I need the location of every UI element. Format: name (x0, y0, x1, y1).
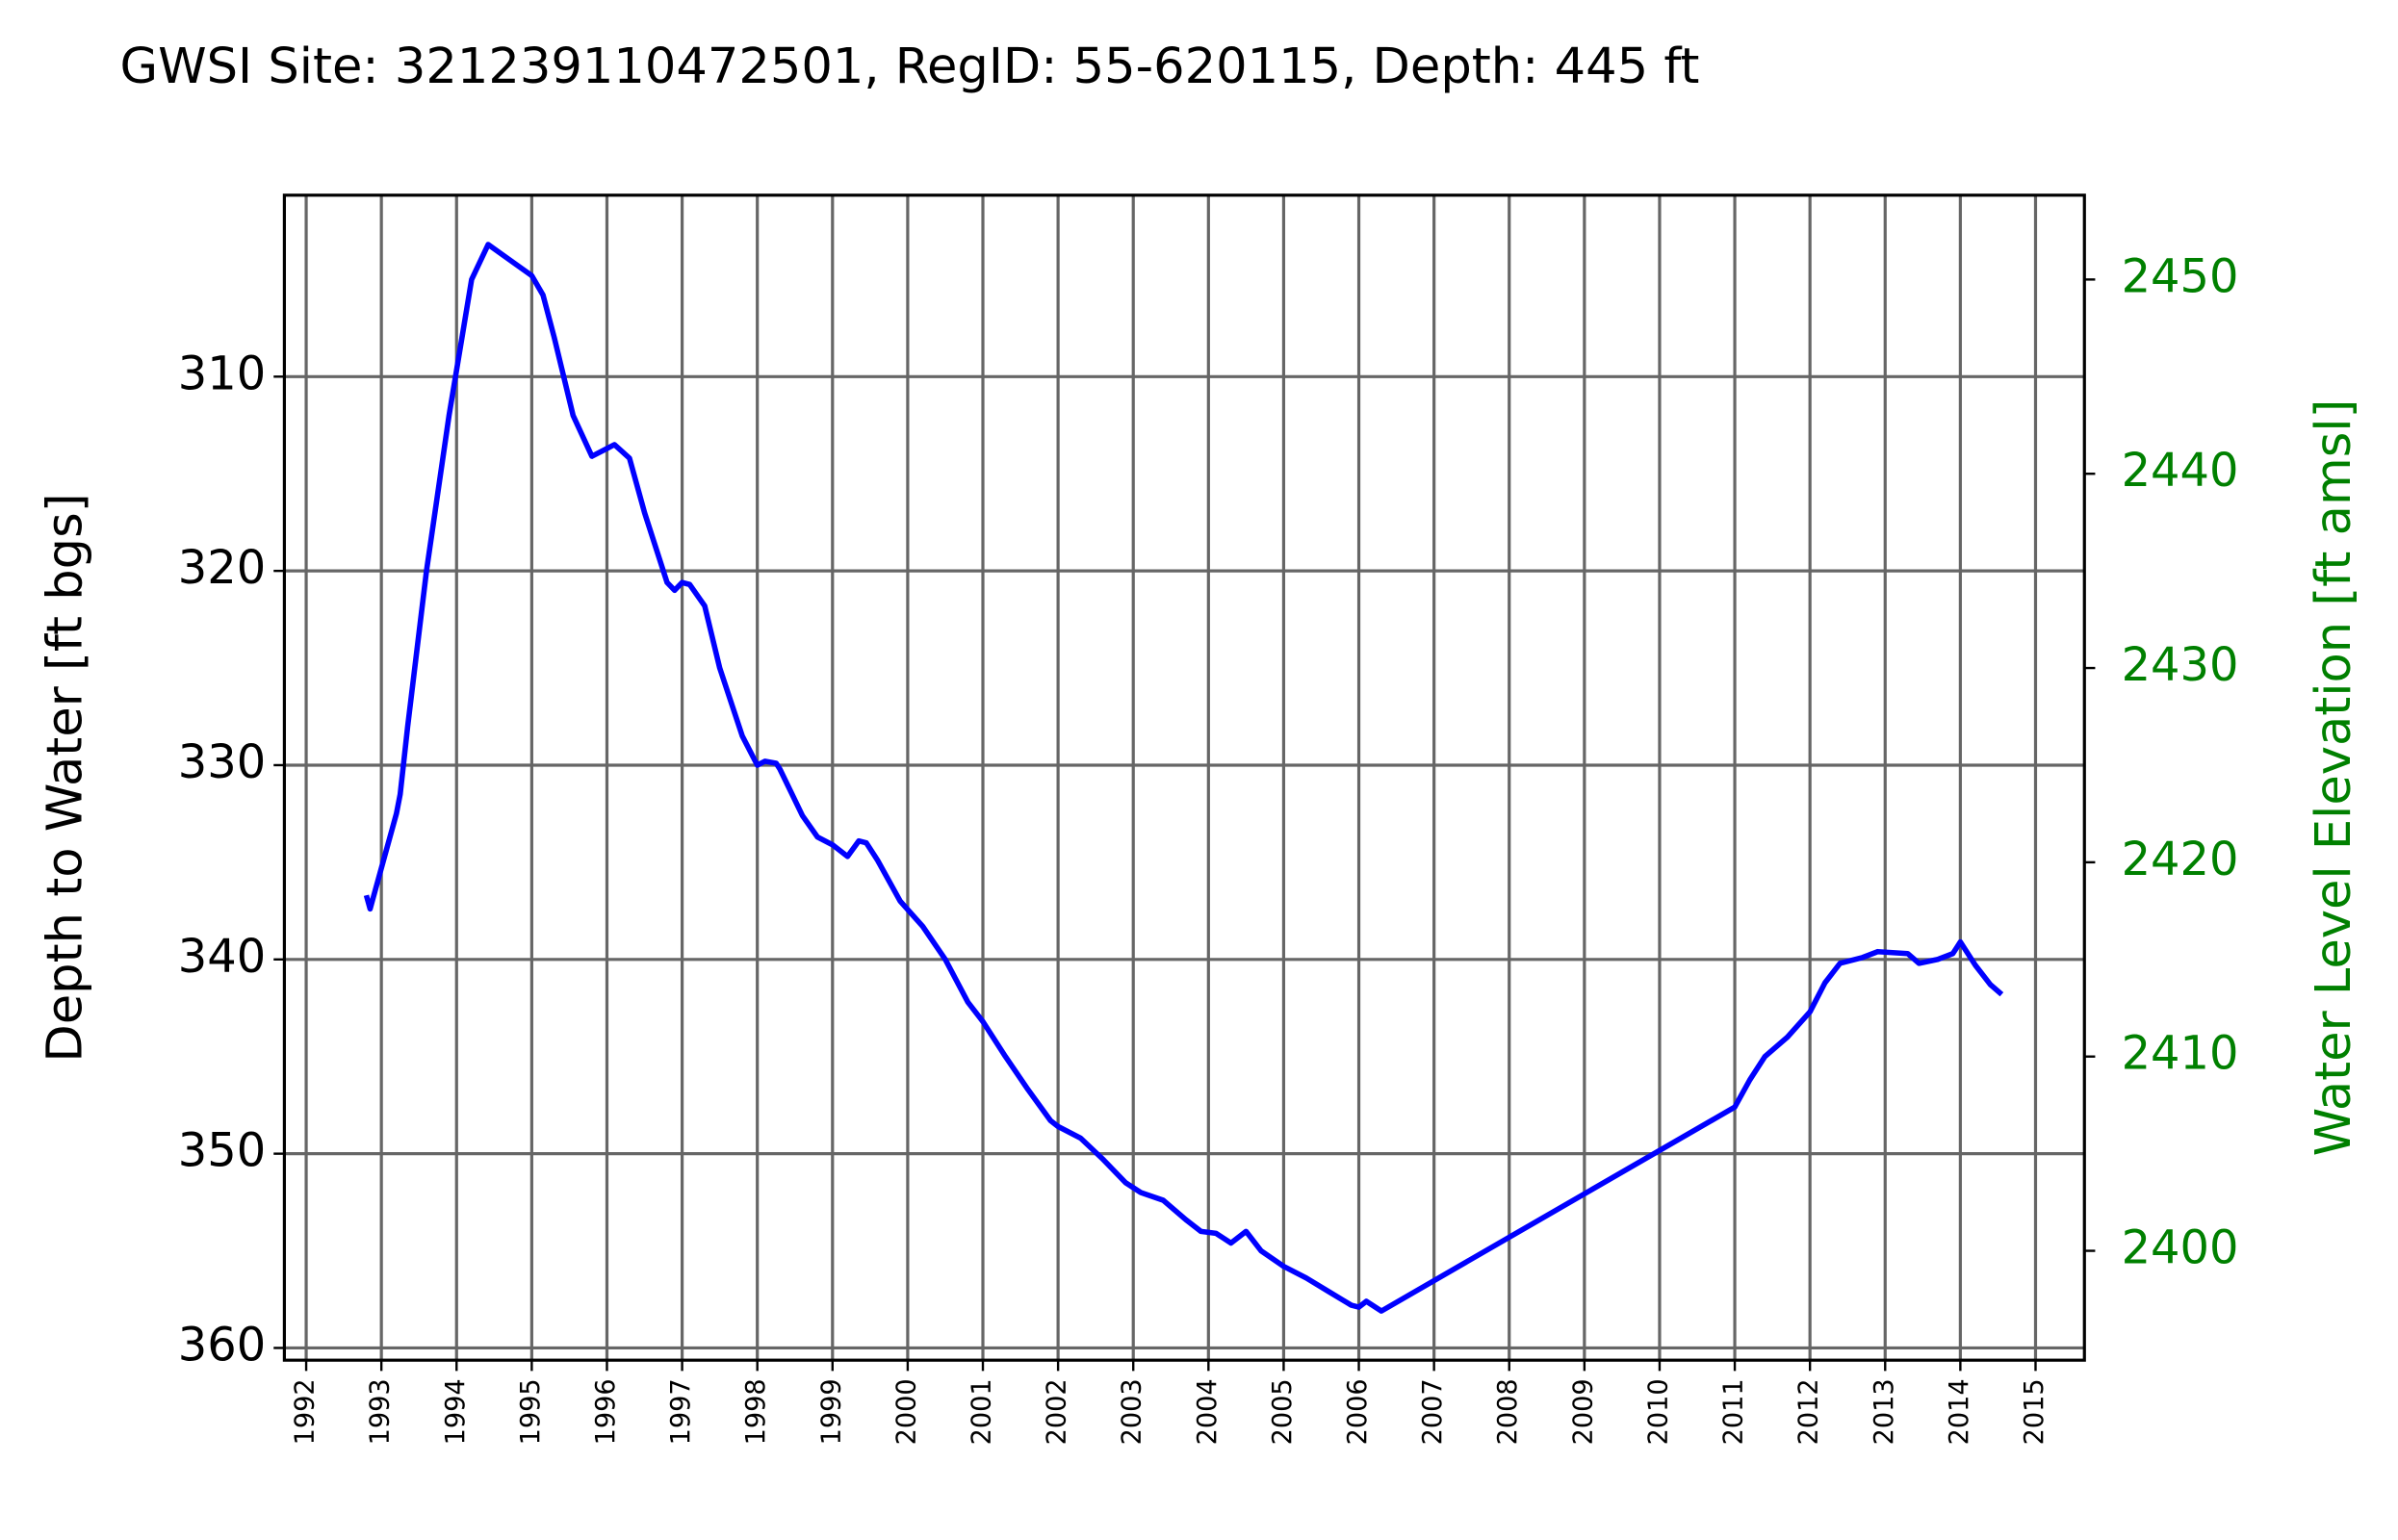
x-tick-label: 2009 (1568, 1378, 1598, 1445)
x-tick-label: 1993 (366, 1378, 396, 1445)
y-tick-label: 320 (178, 542, 266, 595)
x-tick-label: 2006 (1343, 1378, 1373, 1445)
y-tick-label: 310 (178, 347, 266, 400)
x-tick-label: 2002 (1043, 1378, 1072, 1445)
y2-tick-label: 2400 (2122, 1222, 2239, 1275)
x-tick-label: 2012 (1794, 1378, 1824, 1445)
y2-tick-label: 2430 (2122, 639, 2239, 692)
x-tick-label: 1995 (516, 1378, 546, 1445)
y2-tick-label: 2420 (2122, 834, 2239, 886)
y-tick-label: 350 (178, 1125, 266, 1178)
y-tick-label: 340 (178, 931, 266, 984)
chart-title: GWSI Site: 321239110472501, RegID: 55-62… (120, 38, 1700, 95)
x-tick-label: 2000 (891, 1378, 921, 1445)
x-tick-label: 1992 (291, 1378, 321, 1445)
plot-frame (282, 193, 2086, 1362)
x-tick-label: 1998 (741, 1378, 771, 1445)
x-tick-label: 1994 (441, 1378, 471, 1445)
y-tick-label: 330 (178, 736, 266, 789)
x-tick-label: 2004 (1193, 1378, 1223, 1445)
x-tick-label: 2007 (1418, 1378, 1448, 1445)
y2-tick-label: 2450 (2122, 250, 2239, 303)
x-tick-label: 2003 (1118, 1378, 1147, 1445)
x-tick-label: 2014 (1945, 1378, 1974, 1445)
x-tick-label: 2011 (1719, 1378, 1749, 1445)
y-axis-label: Depth to Water [ft bgs] (37, 493, 93, 1062)
data-line (363, 242, 2004, 1314)
y2-tick-label: 2410 (2122, 1028, 2239, 1081)
x-tick-label: 2008 (1493, 1378, 1523, 1445)
x-tick-label: 1999 (816, 1378, 846, 1445)
x-tick-label: 2010 (1643, 1378, 1673, 1445)
x-tick-label: 2013 (1869, 1378, 1899, 1445)
y2-axis-label: Water Level Elevation [ft amsl] (2306, 399, 2362, 1157)
y2-tick-label: 2440 (2122, 445, 2239, 498)
x-tick-label: 2005 (1268, 1378, 1298, 1445)
x-tick-label: 2001 (967, 1378, 997, 1445)
y-tick-label: 360 (178, 1319, 266, 1372)
x-tick-label: 1996 (591, 1378, 621, 1445)
x-tick-label: 1997 (666, 1378, 696, 1445)
x-tick-label: 2015 (2020, 1378, 2050, 1445)
